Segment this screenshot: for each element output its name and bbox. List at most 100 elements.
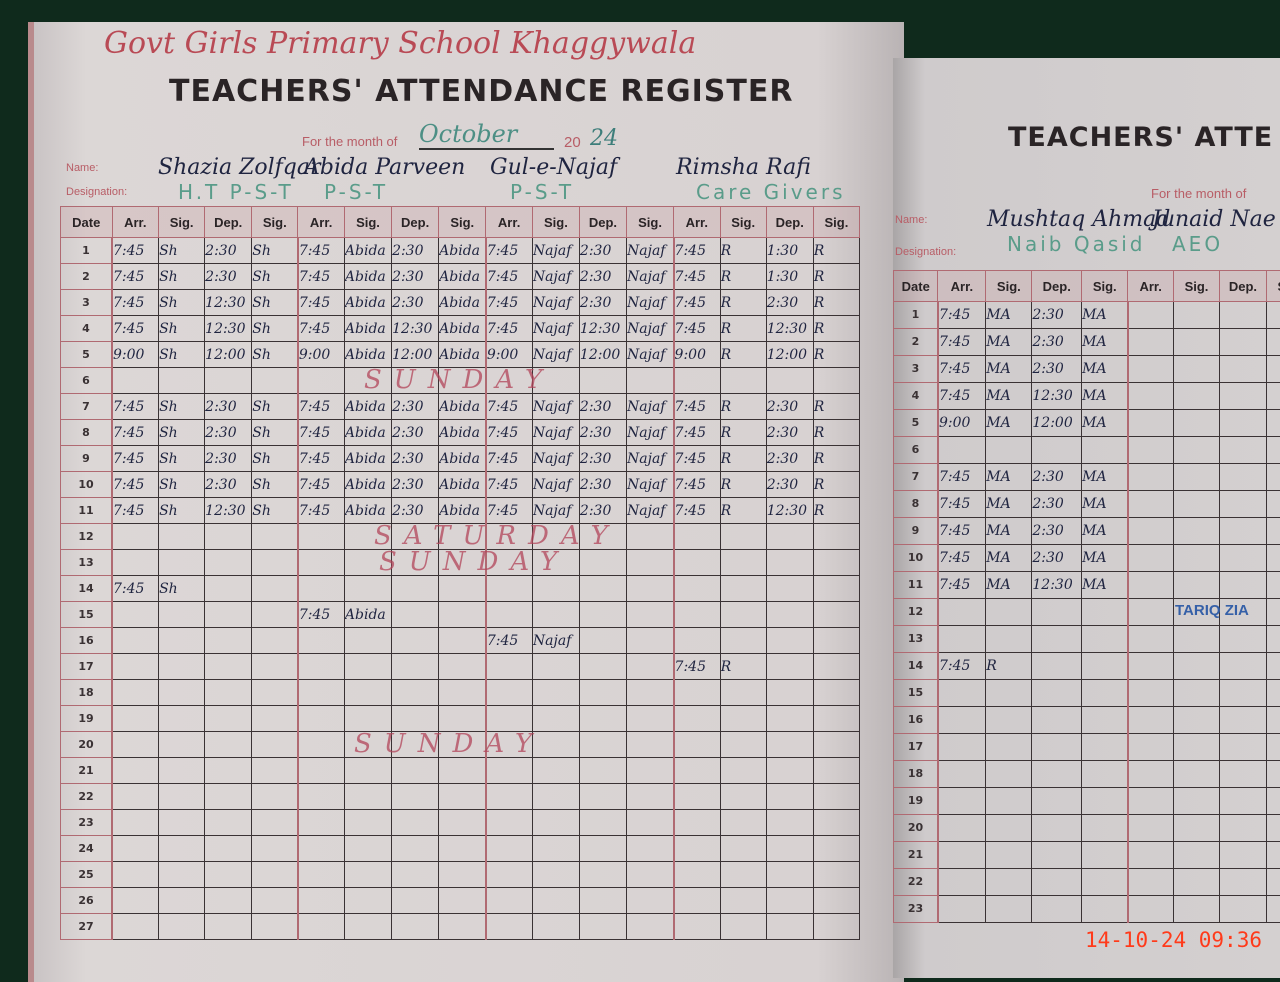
entry-cell xyxy=(1082,680,1128,707)
entry-cell xyxy=(112,654,159,680)
entry-cell xyxy=(720,550,766,576)
entry-cell xyxy=(1266,437,1280,464)
entry-cell: 7:45 xyxy=(298,394,345,420)
teacher-designation: AEO xyxy=(1172,233,1223,255)
col-header-arr: Arr. xyxy=(298,207,345,238)
entry-cell xyxy=(486,810,533,836)
entry-cell xyxy=(766,758,813,784)
entry-cell xyxy=(392,576,439,602)
entry-cell xyxy=(486,602,533,628)
entry-cell: 7:45 xyxy=(938,545,986,572)
entry-cell xyxy=(532,888,579,914)
entry-cell xyxy=(1128,437,1174,464)
entry-cell xyxy=(627,810,674,836)
entry-cell xyxy=(674,732,721,758)
entry-cell xyxy=(1174,464,1220,491)
entry-cell: 2:30 xyxy=(205,238,252,264)
entry-cell: 7:45 xyxy=(938,464,986,491)
entry-cell xyxy=(766,810,813,836)
register-title: TEACHERS' ATTE xyxy=(1008,122,1273,153)
entry-cell: MA xyxy=(986,410,1032,437)
entry-cell xyxy=(159,758,205,784)
entry-cell xyxy=(986,599,1032,626)
entry-cell xyxy=(205,576,252,602)
entry-cell xyxy=(720,602,766,628)
entry-cell xyxy=(627,654,674,680)
entry-cell xyxy=(674,550,721,576)
entry-cell: MA xyxy=(986,518,1032,545)
entry-cell xyxy=(627,784,674,810)
entry-cell xyxy=(344,758,391,784)
entry-cell: MA xyxy=(986,572,1032,599)
entry-cell xyxy=(813,368,859,394)
entry-cell: 7:45 xyxy=(112,238,159,264)
entry-cell xyxy=(674,524,721,550)
entry-cell: 7:45 xyxy=(298,316,345,342)
entry-cell xyxy=(298,628,345,654)
entry-cell: 2:30 xyxy=(1032,491,1082,518)
entry-cell xyxy=(252,914,298,940)
designation-label: Designation: xyxy=(66,186,127,198)
col-header-sig: Sig. xyxy=(720,207,766,238)
entry-cell: R xyxy=(720,238,766,264)
entry-cell: R xyxy=(720,472,766,498)
entry-cell: 7:45 xyxy=(486,238,533,264)
entry-cell xyxy=(1174,302,1220,329)
entry-cell xyxy=(813,654,859,680)
entry-cell: 2:30 xyxy=(392,446,439,472)
entry-cell xyxy=(1032,815,1082,842)
entry-cell xyxy=(252,888,298,914)
entry-cell: 12:30 xyxy=(1032,572,1082,599)
entry-cell xyxy=(1219,869,1266,896)
school-name-handwritten: Govt Girls Primary School Khaggywala xyxy=(104,26,696,61)
entry-cell xyxy=(392,706,439,732)
entry-cell xyxy=(252,524,298,550)
entry-cell: Sh xyxy=(252,264,298,290)
entry-cell xyxy=(252,732,298,758)
entry-cell xyxy=(1032,788,1082,815)
entry-cell xyxy=(298,810,345,836)
entry-cell xyxy=(813,784,859,810)
date-cell: 16 xyxy=(61,628,113,654)
table-row: 22 xyxy=(61,784,860,810)
entry-cell xyxy=(532,680,579,706)
entry-cell xyxy=(486,836,533,862)
entry-cell xyxy=(813,602,859,628)
name-label: Name: xyxy=(895,214,927,226)
entry-cell xyxy=(1219,734,1266,761)
entry-cell xyxy=(1128,842,1174,869)
entry-cell: R xyxy=(720,290,766,316)
entry-cell: Sh xyxy=(252,316,298,342)
entry-cell: 2:30 xyxy=(579,472,626,498)
entry-cell xyxy=(986,815,1032,842)
entry-cell xyxy=(159,888,205,914)
entry-cell xyxy=(486,706,533,732)
entry-cell xyxy=(938,626,986,653)
entry-cell xyxy=(766,550,813,576)
entry-cell: MA xyxy=(986,356,1032,383)
entry-cell xyxy=(205,368,252,394)
entry-cell xyxy=(813,836,859,862)
entry-cell xyxy=(159,862,205,888)
table-row: 17 xyxy=(894,734,1280,761)
entry-cell xyxy=(532,758,579,784)
entry-cell xyxy=(579,732,626,758)
entry-cell xyxy=(938,869,986,896)
entry-cell xyxy=(674,576,721,602)
entry-cell xyxy=(1266,518,1280,545)
entry-cell: R xyxy=(813,342,859,368)
entry-cell xyxy=(986,896,1032,923)
entry-cell xyxy=(298,758,345,784)
entry-cell: Abida xyxy=(344,342,391,368)
entry-cell xyxy=(986,869,1032,896)
entry-cell xyxy=(766,888,813,914)
entry-cell xyxy=(159,914,205,940)
entry-cell: R xyxy=(813,238,859,264)
date-cell: 26 xyxy=(61,888,113,914)
entry-cell xyxy=(1174,383,1220,410)
